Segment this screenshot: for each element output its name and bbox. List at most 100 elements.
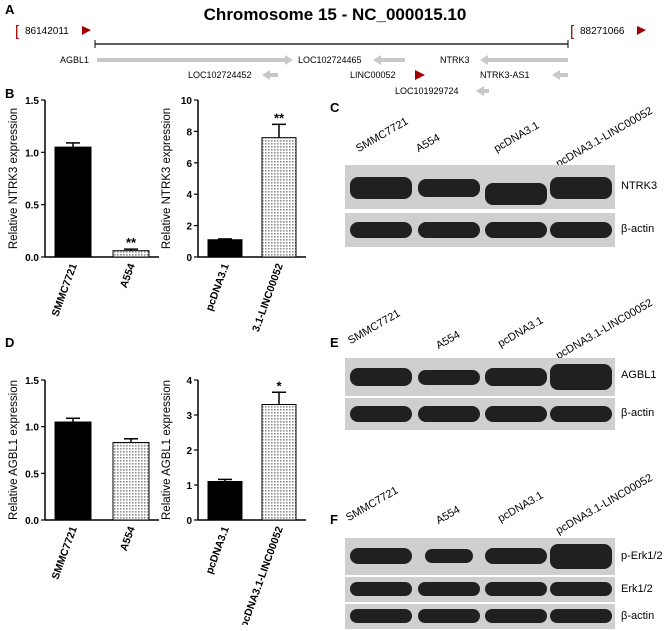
x-tick-label: pcDNA3.1 — [204, 262, 232, 313]
blot-e-agbl1 — [345, 358, 615, 396]
chart-ntrk3-cell-lines: 0.0 0.5 1.0 1.5 Relative NTRK3 expression SMM… — [8, 96, 159, 318]
band — [485, 548, 547, 564]
bar — [54, 421, 92, 521]
right-coordinate-bracket: [ — [570, 23, 575, 40]
band — [350, 609, 412, 623]
y-tick-label: 0.0 — [25, 516, 39, 527]
band — [418, 370, 480, 385]
blot-f-erk — [345, 577, 615, 602]
y-axis-label: Relative AGBL1 expression — [161, 380, 173, 520]
gene-label-loc101929724: LOC101929724 — [395, 86, 459, 96]
bar — [261, 404, 297, 521]
blot-c-lane-label: pcDNA3.1-LINC00052 — [554, 104, 655, 170]
left-coordinate-bracket: [ — [15, 23, 20, 40]
y-tick-label: 1 — [186, 481, 192, 492]
blot-c-actin — [345, 213, 615, 247]
y-tick-label: 4 — [186, 376, 192, 387]
y-tick-label: 1.5 — [25, 376, 39, 387]
significance-marker: ** — [126, 235, 137, 250]
blot-f-actin — [345, 604, 615, 629]
y-axis-label: Relative NTRK3 expression — [8, 108, 20, 249]
x-tick-label: pcDNA3.1-LINC00052 — [238, 262, 286, 332]
x-tick-label: SMMC7721 — [50, 262, 80, 318]
panel-letter-b: B — [5, 86, 15, 101]
blot-c-lane-label: SMMC7721 — [354, 115, 411, 155]
chart-agbl1-transfection: 0 1 2 3 4 Relative AGBL1 expression pcDNA3.1 * p… — [161, 376, 306, 625]
bar — [54, 146, 92, 258]
y-tick-label: 3 — [186, 411, 192, 422]
y-tick-label: 0 — [186, 516, 192, 527]
band — [350, 406, 412, 422]
gene-label-loc102724452: LOC102724452 — [188, 70, 252, 80]
chart-ntrk3-transfection: 0 2 4 6 8 10 Relative NTRK3 expression pcDNA3.1… — [161, 96, 306, 332]
panel-letter-e: E — [330, 335, 339, 350]
y-tick-label: 8 — [186, 127, 192, 138]
gene-arrow-agbl1-icon — [285, 55, 293, 65]
blot-c-lane-label: A554 — [414, 131, 443, 155]
blot-f-row-label: p-Erk1/2 — [621, 550, 663, 562]
y-tick-label: 1.0 — [25, 148, 39, 159]
blot-c-row-label: NTRK3 — [621, 180, 658, 192]
band — [550, 544, 612, 569]
x-tick-label: A554 — [118, 525, 138, 553]
panel-letter-f: F — [330, 512, 338, 527]
band — [550, 609, 612, 623]
blot-f-row-label: Erk1/2 — [621, 583, 653, 595]
left-coordinate-arrow-icon — [82, 26, 91, 35]
gene-label-agbl1: AGBL1 — [60, 55, 89, 65]
gene-label-ntrk3: NTRK3 — [440, 55, 470, 65]
band — [485, 406, 547, 422]
y-axis-label: Relative NTRK3 expression — [161, 108, 173, 249]
y-tick-label: 1.5 — [25, 96, 39, 107]
genome-title: Chromosome 15 - NC_000015.10 — [204, 5, 467, 24]
gene-arrow-ntrk3-as1-icon — [552, 70, 560, 80]
blot-e-lane-label: A554 — [434, 328, 463, 352]
gene-label-loc102724465: LOC102724465 — [298, 55, 362, 65]
bar — [207, 481, 243, 521]
band — [550, 582, 612, 596]
right-coordinate: 88271066 — [580, 26, 625, 37]
panel-letter-d: D — [5, 335, 15, 350]
y-tick-label: 0.5 — [25, 201, 39, 212]
bar — [112, 250, 150, 258]
blot-f-lane-label: pcDNA3.1 — [496, 489, 546, 525]
band — [425, 549, 473, 563]
y-tick-label: 0.0 — [25, 253, 39, 264]
band — [485, 183, 547, 205]
gene-arrow-loc102724452-icon — [262, 70, 270, 80]
band — [485, 222, 547, 238]
gene-arrow-loc101929724-icon — [476, 86, 484, 96]
x-tick-label: pcDNA3.1-LINC00052 — [238, 525, 286, 625]
significance-marker: ** — [274, 110, 285, 125]
blot-e-lane-label: SMMC7721 — [346, 307, 403, 347]
bar — [261, 137, 297, 258]
band — [418, 222, 480, 238]
y-tick-label: 6 — [186, 159, 192, 170]
blot-f-lane-label: A554 — [434, 503, 463, 527]
band — [550, 177, 612, 199]
genome-track: Chromosome 15 - NC_000015.10 [ 86142011 … — [15, 5, 646, 96]
blot-f-lane-label: SMMC7721 — [344, 484, 401, 524]
significance-marker: * — [276, 378, 282, 393]
y-axis-label: Relative AGBL1 expression — [8, 380, 20, 520]
gene-arrow-linc00052-icon — [415, 70, 425, 80]
blot-e-row-label: AGBL1 — [621, 369, 657, 381]
band — [418, 179, 480, 197]
band — [485, 368, 547, 386]
y-tick-label: 0 — [186, 253, 192, 264]
band — [350, 582, 412, 596]
band — [418, 609, 480, 623]
band — [350, 368, 412, 386]
y-tick-label: 4 — [186, 190, 192, 201]
bar — [112, 442, 150, 521]
gene-label-linc00052: LINC00052 — [350, 70, 396, 80]
band — [550, 222, 612, 238]
y-tick-label: 0.5 — [25, 469, 39, 480]
left-coordinate: 86142011 — [25, 26, 69, 37]
blot-f-row-label: β-actin — [621, 610, 655, 622]
band — [418, 406, 480, 422]
blot-e-lane-label: pcDNA3.1-LINC00052 — [554, 296, 655, 362]
blot-c-ntrk3 — [345, 165, 615, 209]
x-tick-label: A554 — [118, 262, 138, 290]
y-tick-label: 2 — [186, 446, 192, 457]
